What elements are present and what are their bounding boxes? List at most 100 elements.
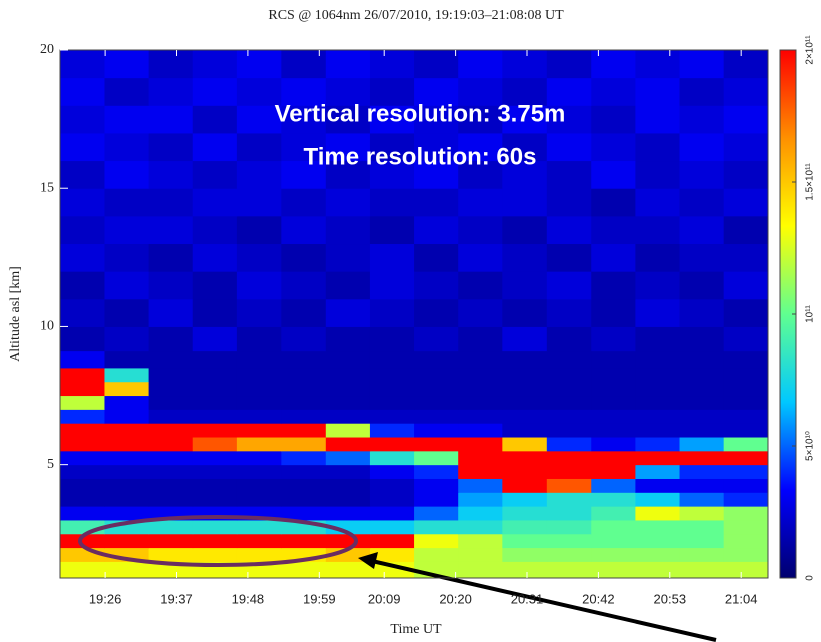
heatmap-cell xyxy=(60,50,105,78)
heatmap-cell xyxy=(414,368,459,382)
heatmap-cell xyxy=(370,382,415,396)
x-tick-label: 21:04 xyxy=(725,591,758,606)
heatmap-cell xyxy=(635,382,680,396)
heatmap-cell xyxy=(414,506,459,520)
heatmap-cell xyxy=(326,382,371,396)
heatmap-cell xyxy=(370,244,415,272)
heatmap-cell xyxy=(237,351,282,369)
heatmap-cell xyxy=(724,423,769,437)
heatmap-cell xyxy=(458,506,503,520)
heatmap-cell xyxy=(547,351,592,369)
heatmap-cell xyxy=(414,271,459,299)
heatmap-cell xyxy=(547,216,592,244)
heatmap-cell xyxy=(635,437,680,451)
heatmap-cell xyxy=(635,451,680,465)
heatmap-cell xyxy=(149,548,194,562)
heatmap-cell xyxy=(591,326,636,351)
heatmap-cell xyxy=(502,492,547,506)
heatmap-cell xyxy=(414,465,459,479)
heatmap-cell xyxy=(60,271,105,299)
heatmap-cell xyxy=(680,520,725,534)
heatmap-cell xyxy=(60,244,105,272)
heatmap-cell xyxy=(680,382,725,396)
heatmap-cell xyxy=(326,534,371,548)
heatmap-cell xyxy=(680,50,725,78)
heatmap-cell xyxy=(414,478,459,492)
heatmap-cell xyxy=(149,368,194,382)
heatmap-cell xyxy=(104,299,149,327)
heatmap-cell xyxy=(458,326,503,351)
heatmap-cell xyxy=(281,451,326,465)
heatmap-cell xyxy=(193,244,238,272)
heatmap-cell xyxy=(635,534,680,548)
heatmap-cell xyxy=(281,423,326,437)
heatmap-cell xyxy=(326,465,371,479)
heatmap-cell xyxy=(591,409,636,423)
heatmap-cell xyxy=(193,534,238,548)
heatmap-cell xyxy=(591,520,636,534)
heatmap-cell xyxy=(724,216,769,244)
heatmap-cell xyxy=(104,368,149,382)
heatmap-cell xyxy=(458,382,503,396)
heatmap-cell xyxy=(458,368,503,382)
heatmap-cell xyxy=(104,188,149,216)
heatmap-cell xyxy=(591,299,636,327)
heatmap-cell xyxy=(60,188,105,216)
heatmap-cell xyxy=(635,548,680,562)
heatmap-cell xyxy=(149,133,194,161)
heatmap-cell xyxy=(281,271,326,299)
heatmap-cell xyxy=(237,478,282,492)
heatmap-cell xyxy=(370,423,415,437)
heatmap-cell xyxy=(502,351,547,369)
heatmap-cell xyxy=(547,478,592,492)
heatmap-cell xyxy=(104,409,149,423)
heatmap-cell xyxy=(281,382,326,396)
heatmap-cell xyxy=(193,423,238,437)
heatmap-cell xyxy=(547,437,592,451)
heatmap-cell xyxy=(326,437,371,451)
heatmap-cell xyxy=(193,465,238,479)
heatmap-cell xyxy=(502,534,547,548)
heatmap-cell xyxy=(414,451,459,465)
heatmap-cell xyxy=(193,216,238,244)
heatmap-cell xyxy=(193,351,238,369)
y-tick-label: 15 xyxy=(40,180,54,195)
heatmap-cell xyxy=(193,133,238,161)
heatmap-cell xyxy=(104,244,149,272)
heatmap-cell xyxy=(724,561,769,578)
heatmap-cell xyxy=(370,465,415,479)
heatmap-cell xyxy=(635,78,680,106)
heatmap-cell xyxy=(237,423,282,437)
colorbar-tick-label: 0 xyxy=(805,575,816,581)
heatmap-cell xyxy=(193,382,238,396)
heatmap-cell xyxy=(193,299,238,327)
heatmap-cell xyxy=(591,437,636,451)
heatmap-cell xyxy=(237,50,282,78)
heatmap-cell xyxy=(281,437,326,451)
heatmap-cell xyxy=(591,271,636,299)
heatmap-cell xyxy=(281,396,326,410)
heatmap-cell xyxy=(237,244,282,272)
heatmap-cell xyxy=(326,368,371,382)
y-tick-label: 10 xyxy=(40,319,54,334)
heatmap-cell xyxy=(414,50,459,78)
heatmap-cell xyxy=(237,299,282,327)
heatmap-cell xyxy=(149,271,194,299)
heatmap-cell xyxy=(149,244,194,272)
heatmap-cell xyxy=(370,451,415,465)
heatmap-cell xyxy=(193,409,238,423)
heatmap-cell xyxy=(237,548,282,562)
heatmap-cell xyxy=(104,50,149,78)
heatmap-cell xyxy=(281,368,326,382)
heatmap-cell xyxy=(370,216,415,244)
heatmap-cell xyxy=(326,478,371,492)
heatmap-cell xyxy=(458,396,503,410)
heatmap-cell xyxy=(724,409,769,423)
heatmap-cell xyxy=(60,216,105,244)
heatmap-cell xyxy=(591,451,636,465)
heatmap-cell xyxy=(724,548,769,562)
heatmap-cell xyxy=(680,78,725,106)
heatmap-cell xyxy=(724,437,769,451)
heatmap-cell xyxy=(237,437,282,451)
heatmap-cell xyxy=(104,534,149,548)
